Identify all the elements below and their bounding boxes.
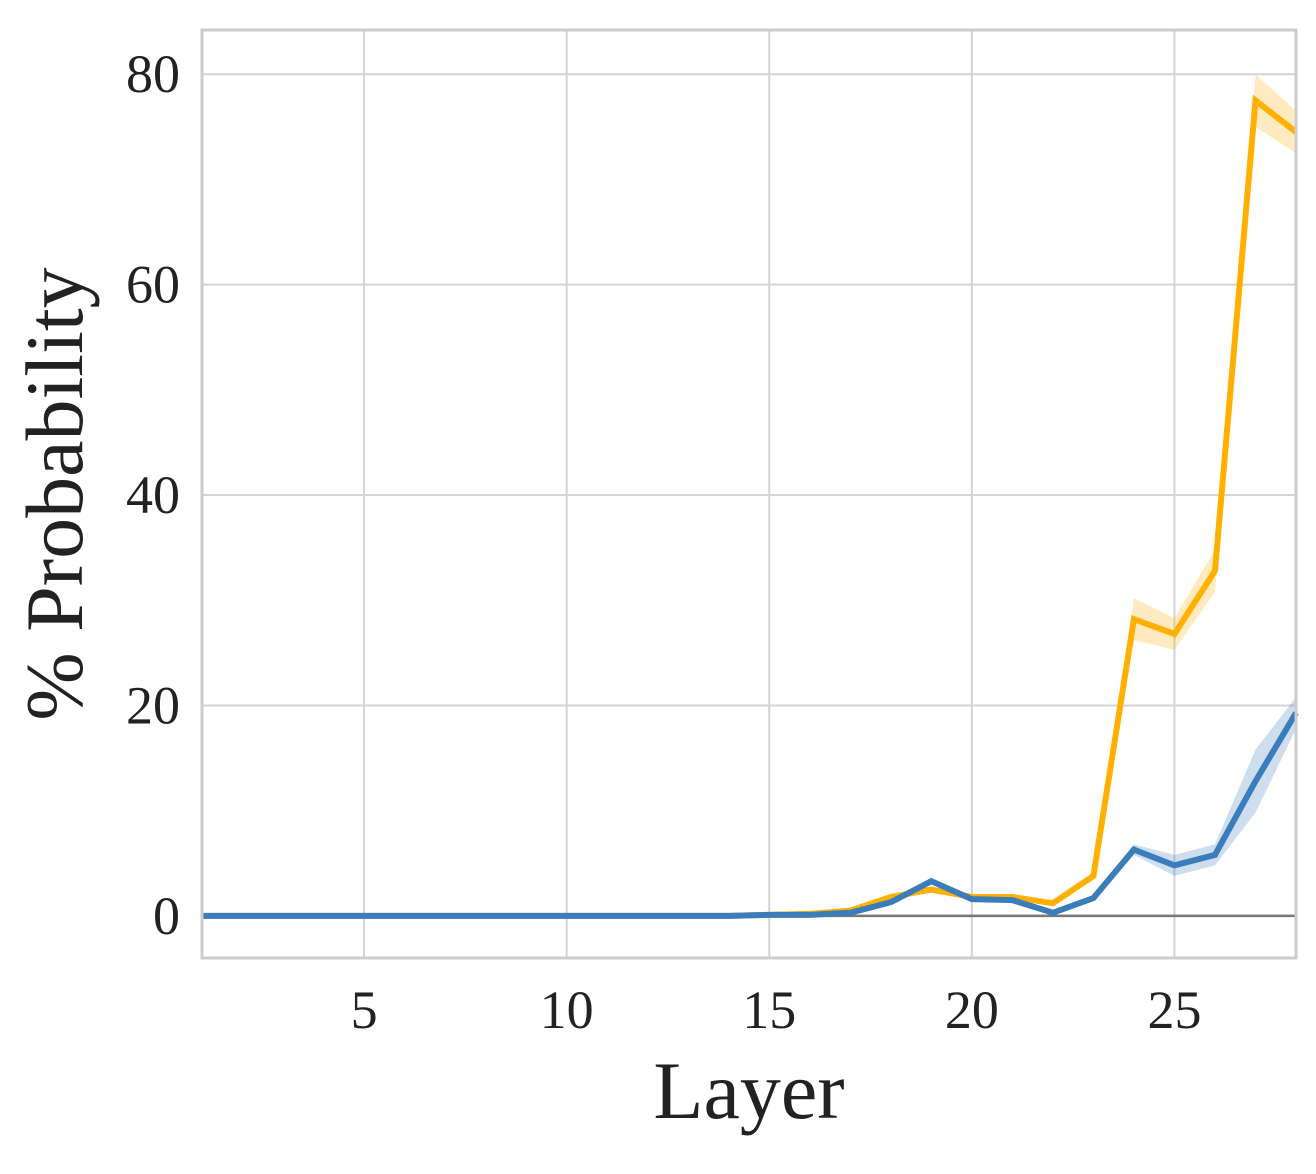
y-tick-label: 80 — [126, 44, 180, 104]
grid: 0 20 40 60 80 5 10 15 20 25 — [126, 30, 1296, 1040]
y-tick-label: 20 — [126, 675, 180, 735]
x-tick-label: 10 — [540, 980, 594, 1040]
x-tick-label: 15 — [742, 980, 796, 1040]
y-tick-label: 40 — [126, 465, 180, 525]
series-line — [202, 711, 1299, 919]
x-axis-label: Layer — [653, 1045, 844, 1136]
y-tick-label: 60 — [126, 255, 180, 315]
plot-frame — [200, 28, 1298, 960]
x-tick-label: 5 — [351, 980, 378, 1040]
marks — [202, 74, 1299, 919]
x-tick-label: 25 — [1147, 980, 1201, 1040]
y-tick-label: 0 — [153, 886, 180, 946]
x-tick-label: 20 — [945, 980, 999, 1040]
y-axis-label: % Probability — [9, 267, 100, 720]
